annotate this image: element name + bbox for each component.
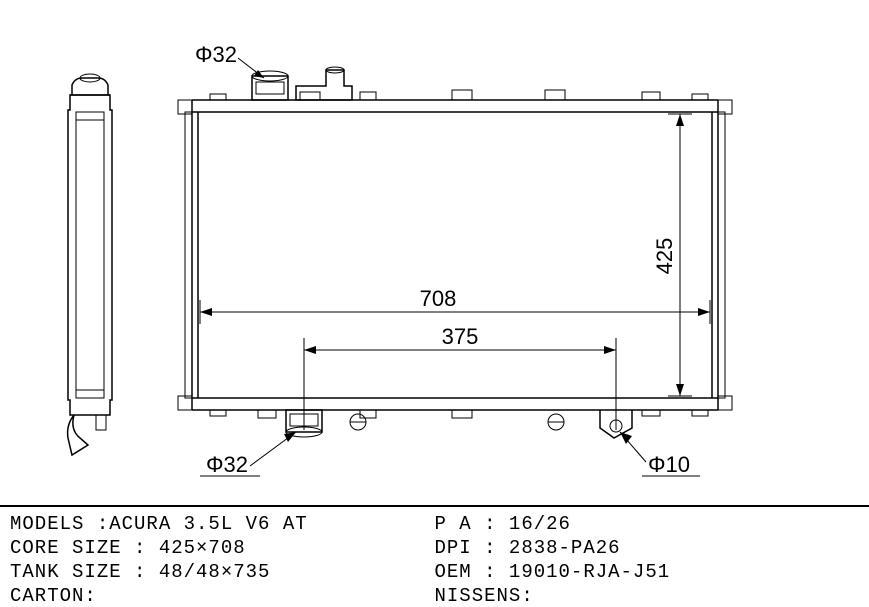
- spec-table: MODELS :ACURA 3.5L V6 AT CORE SIZE : 425…: [0, 505, 869, 603]
- dim-width: 708: [200, 286, 710, 324]
- value-oem: 19010-RJA-J51: [497, 561, 671, 583]
- svg-text:Φ32: Φ32: [206, 452, 248, 477]
- value-models: ACURA 3.5L V6 AT: [109, 513, 307, 535]
- svg-text:Φ10: Φ10: [648, 452, 690, 477]
- row-pa: P A : 16/26: [435, 513, 860, 535]
- radiator-diagram: Φ32 708 425 375 Φ32 Φ10: [0, 0, 869, 505]
- svg-text:708: 708: [420, 286, 457, 311]
- dim-top-port-dia: Φ32: [195, 42, 264, 78]
- label-models: MODELS :: [10, 513, 109, 535]
- svg-text:Φ32: Φ32: [195, 42, 237, 67]
- front-view: [178, 67, 732, 438]
- row-dpi: DPI : 2838-PA26: [435, 537, 860, 559]
- technical-drawing: Φ32 708 425 375 Φ32 Φ10: [0, 0, 869, 505]
- side-view: [68, 74, 112, 455]
- label-dpi: DPI :: [435, 537, 497, 559]
- svg-text:425: 425: [652, 238, 677, 275]
- dim-bottom-left-dia: Φ32: [200, 432, 296, 477]
- value-tank-size: 48/48×735: [146, 561, 270, 583]
- spec-col-right: P A : 16/26 DPI : 2838-PA26 OEM : 19010-…: [435, 513, 860, 597]
- dim-inner-width: 375: [304, 324, 616, 430]
- dim-height: 425: [652, 114, 692, 396]
- label-oem: OEM :: [435, 561, 497, 583]
- row-core-size: CORE SIZE : 425×708: [10, 537, 435, 559]
- value-core-size: 425×708: [146, 537, 245, 559]
- value-dpi: 2838-PA26: [497, 537, 621, 559]
- dim-bottom-right-dia: Φ10: [620, 432, 700, 477]
- row-tank-size: TANK SIZE : 48/48×735: [10, 561, 435, 583]
- spec-col-left: MODELS :ACURA 3.5L V6 AT CORE SIZE : 425…: [10, 513, 435, 597]
- svg-text:375: 375: [442, 324, 479, 349]
- label-pa: P A :: [435, 513, 497, 535]
- value-pa: 16/26: [497, 513, 571, 535]
- label-tank-size: TANK SIZE :: [10, 561, 146, 583]
- row-models: MODELS :ACURA 3.5L V6 AT: [10, 513, 435, 535]
- label-core-size: CORE SIZE :: [10, 537, 146, 559]
- row-oem: OEM : 19010-RJA-J51: [435, 561, 860, 583]
- top-port: [252, 67, 352, 100]
